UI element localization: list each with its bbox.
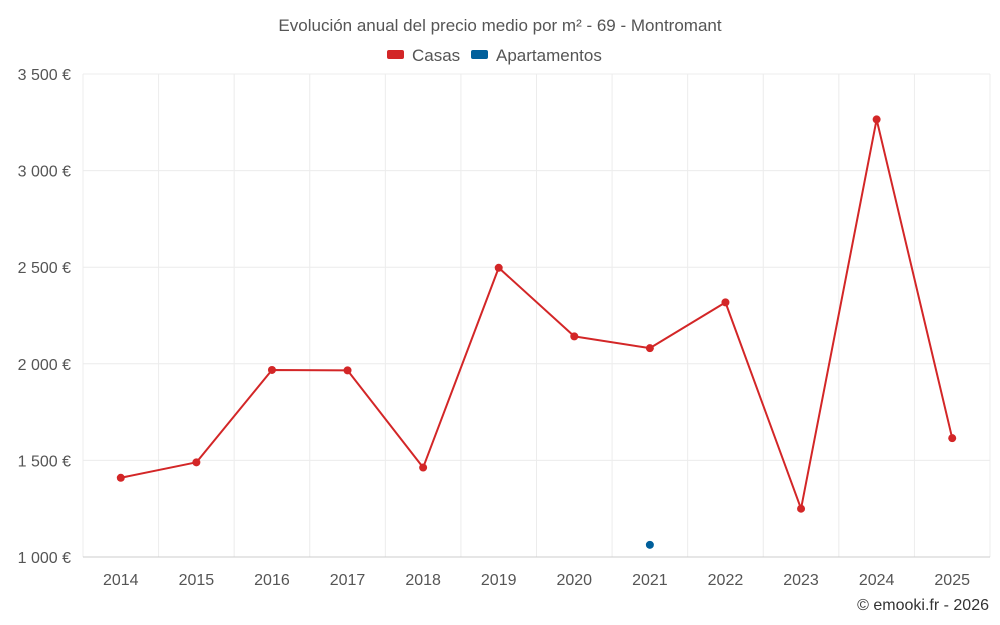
data-point-casas (797, 504, 806, 513)
data-point-casas (570, 332, 579, 341)
x-tick-label: 2021 (632, 572, 668, 589)
data-point-casas (645, 344, 654, 353)
x-tick-label: 2014 (103, 572, 139, 589)
legend[interactable]: Casas Apartamentos (387, 46, 602, 65)
y-axis-ticks: 1 000 € 1 500 € 2 000 € 2 500 € 3 000 € 3 500… (18, 67, 71, 567)
credit-text: © emooki.fr - 2026 (857, 597, 989, 614)
chart-title: Evolución anual del precio medio por m² … (278, 16, 721, 35)
x-axis-ticks: 2014 2015 2016 2017 2018 2019 2020 2021 2022 2023… (103, 572, 970, 589)
series-line-casas (120, 118, 954, 510)
x-tick-label: 2023 (783, 572, 819, 589)
y-tick-label: 2 000 € (18, 357, 71, 374)
y-tick-label: 2 500 € (18, 260, 71, 277)
gridlines (82, 73, 991, 557)
data-point-apartamentos (645, 540, 654, 549)
data-point-casas (419, 463, 428, 472)
legend-swatch-apartamentos (471, 50, 488, 59)
x-tick-label: 2022 (708, 572, 744, 589)
data-point-casas (267, 365, 276, 374)
legend-label-apartamentos: Apartamentos (496, 46, 602, 65)
data-point-casas (343, 366, 352, 375)
data-point-casas (721, 298, 730, 307)
x-tick-label: 2018 (405, 572, 441, 589)
x-tick-label: 2025 (934, 572, 970, 589)
legend-item-casas[interactable]: Casas (387, 46, 460, 65)
x-tick-label: 2019 (481, 572, 517, 589)
y-tick-label: 3 000 € (18, 164, 71, 181)
x-tick-label: 2017 (330, 572, 366, 589)
y-tick-label: 1 500 € (18, 453, 71, 470)
data-point-casas (494, 263, 503, 272)
data-point-casas (116, 473, 125, 482)
series-layer (116, 115, 957, 549)
legend-label-casas: Casas (412, 46, 460, 65)
x-tick-label: 2020 (556, 572, 592, 589)
x-tick-label: 2024 (859, 572, 895, 589)
x-tick-label: 2015 (179, 572, 215, 589)
y-tick-label: 1 000 € (18, 550, 71, 567)
legend-item-apartamentos[interactable]: Apartamentos (471, 46, 602, 65)
legend-swatch-casas (387, 50, 404, 59)
data-point-casas (872, 115, 881, 124)
data-point-casas (192, 458, 201, 467)
x-tick-label: 2016 (254, 572, 290, 589)
y-tick-label: 3 500 € (18, 67, 71, 84)
data-point-casas (948, 434, 957, 443)
